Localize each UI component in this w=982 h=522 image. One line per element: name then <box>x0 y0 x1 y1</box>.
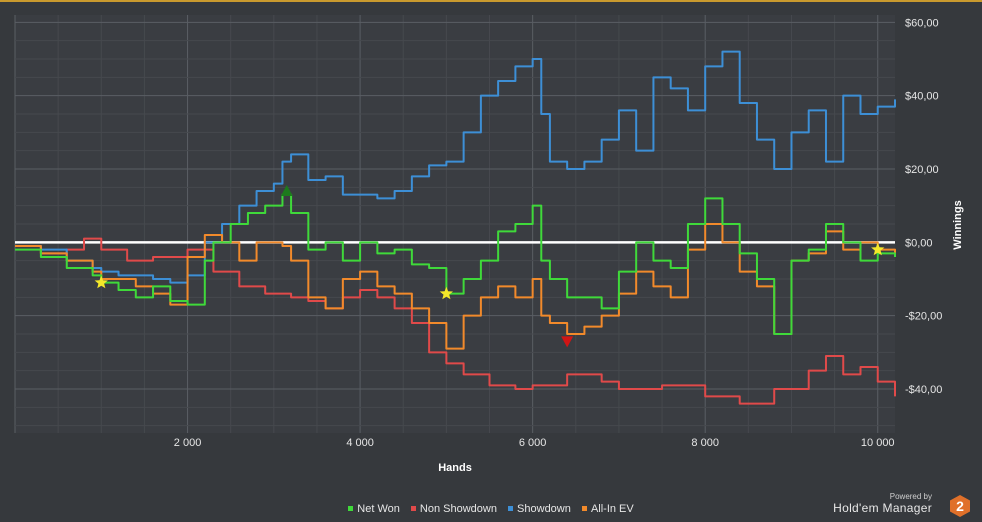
x-tick-label: 4 000 <box>346 437 374 449</box>
x-axis-title: Hands <box>438 462 472 474</box>
legend-swatch <box>581 506 587 511</box>
x-tick-label: 6 000 <box>519 437 547 449</box>
series-group <box>15 50 896 405</box>
x-tick-label: 10 000 <box>861 437 895 449</box>
x-tick-label: 2 000 <box>174 437 202 449</box>
y-tick-label: $40,00 <box>905 91 939 103</box>
y-tick-label: -$20,00 <box>905 311 942 323</box>
series-line-net-won <box>15 193 896 335</box>
legend-swatch <box>508 506 514 511</box>
powered-by-text: Powered by <box>889 492 932 501</box>
window-top-border <box>0 0 982 2</box>
x-tick-label: 8 000 <box>691 437 719 449</box>
brand-name: Hold'em Manager <box>833 501 932 515</box>
y-tick-label: $60,00 <box>905 17 939 29</box>
legend-label: All-In EV <box>590 503 634 515</box>
chart-legend: Net Won Non Showdown Showdown All-In EV <box>0 503 982 515</box>
y-tick-label: -$40,00 <box>905 384 942 396</box>
max-triangle-marker <box>280 185 293 196</box>
legend-swatch <box>348 506 354 511</box>
x-tick-labels: 2 000 4 000 6 000 8 000 10 000 <box>174 437 895 449</box>
y-tick-labels: $60,00 $40,00 $20,00 $0,00 -$20,00 -$40,00 <box>905 17 942 396</box>
star-marker <box>871 242 885 256</box>
legend-item-net-won[interactable]: Net Won <box>348 503 400 515</box>
marker-group <box>94 185 885 348</box>
chart-grid <box>14 15 895 433</box>
branding-logo: Powered by Hold'em Manager 2 <box>833 492 972 520</box>
min-triangle-marker <box>561 336 574 348</box>
star-marker <box>439 286 453 300</box>
hem2-badge-icon: 2 <box>950 495 970 517</box>
y-tick-label: $20,00 <box>905 164 939 176</box>
legend-label: Net Won <box>357 503 400 515</box>
y-tick-label: $0,00 <box>905 237 933 249</box>
star-marker <box>94 275 108 289</box>
legend-swatch <box>410 506 416 511</box>
legend-item-non-showdown[interactable]: Non Showdown <box>410 503 497 515</box>
y-axis-title: Winnings <box>952 200 964 249</box>
legend-label: Showdown <box>517 503 571 515</box>
legend-label: Non Showdown <box>419 503 497 515</box>
legend-item-showdown[interactable]: Showdown <box>508 503 571 515</box>
legend-item-all-in-ev[interactable]: All-In EV <box>581 503 634 515</box>
badge-text: 2 <box>956 498 964 514</box>
